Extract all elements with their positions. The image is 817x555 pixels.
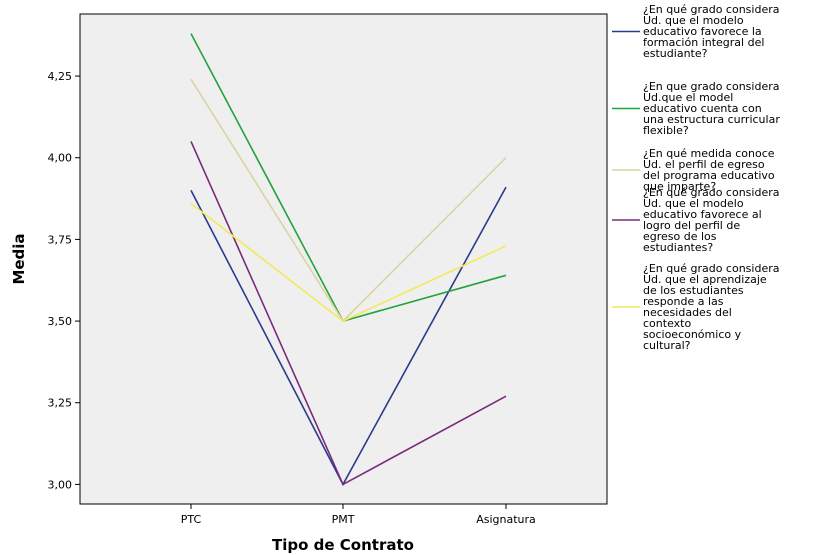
legend-label: Ud.que el model bbox=[643, 91, 733, 104]
series-line-4 bbox=[190, 141, 507, 486]
y-tick-label: 3,25 bbox=[48, 397, 73, 410]
legend-label: ¿En qué grado considera bbox=[643, 3, 779, 16]
y-tick-label: 4,00 bbox=[48, 152, 73, 165]
legend-label: educativo cuenta con bbox=[643, 102, 762, 115]
y-axis-title: Media bbox=[10, 233, 28, 284]
x-axis-title: Tipo de Contrato bbox=[272, 536, 414, 554]
legend-label: estudiantes? bbox=[643, 241, 713, 254]
legend-label: contexto bbox=[643, 317, 691, 330]
plot-area bbox=[79, 13, 608, 505]
y-tick-label: 3,75 bbox=[48, 233, 73, 246]
legend-label: Ud. que el modelo bbox=[643, 197, 744, 210]
series-lines bbox=[190, 33, 507, 487]
x-tick-label: PMT bbox=[332, 513, 355, 526]
legend-label: logro del perfil de bbox=[643, 219, 740, 232]
legend-label: Ud. que el modelo bbox=[643, 14, 744, 27]
x-axis: PTC PMT Asignatura bbox=[181, 504, 536, 526]
legend-label: estudiante? bbox=[643, 47, 708, 60]
legend-label: formación integral del bbox=[643, 36, 764, 49]
legend-label: que imparte? bbox=[643, 180, 716, 193]
y-tick-label: 3,00 bbox=[48, 478, 73, 491]
x-tick-label: Asignatura bbox=[476, 513, 536, 526]
legend-label: Ud. el perfil de egreso bbox=[643, 158, 765, 171]
legend-label: del programa educativo bbox=[643, 169, 775, 182]
legend-label: educativo favorece la bbox=[643, 25, 762, 38]
legend-label: ¿En qué grado considera bbox=[643, 262, 779, 275]
legend-label: educativo favorece al bbox=[643, 208, 762, 221]
legend-label: flexible? bbox=[643, 124, 689, 137]
legend-label: cultural? bbox=[643, 339, 691, 352]
legend-label: responde a las bbox=[643, 295, 724, 308]
legend-label: socioeconómico y bbox=[643, 328, 742, 341]
legend-label: de los estudiantes bbox=[643, 284, 744, 297]
legend-label: ¿En qué grado considera bbox=[643, 186, 779, 199]
y-axis: 3,00 3,25 3,50 3,75 4,00 4,25 bbox=[48, 70, 80, 491]
y-tick-label: 3,50 bbox=[48, 315, 73, 328]
legend-label: egreso de los bbox=[643, 230, 717, 243]
x-tick-label: PTC bbox=[181, 513, 202, 526]
legend-label: ¿En qué medida conoce bbox=[643, 147, 775, 160]
y-tick-label: 4,25 bbox=[48, 70, 73, 83]
series-line-5 bbox=[190, 202, 507, 323]
legend-label: necesidades del bbox=[643, 306, 732, 319]
legend-label: ¿En que grado considera bbox=[643, 80, 779, 93]
legend-label: una estructura curricular bbox=[643, 113, 780, 126]
legend-label: Ud. que el aprendizaje bbox=[643, 273, 767, 286]
